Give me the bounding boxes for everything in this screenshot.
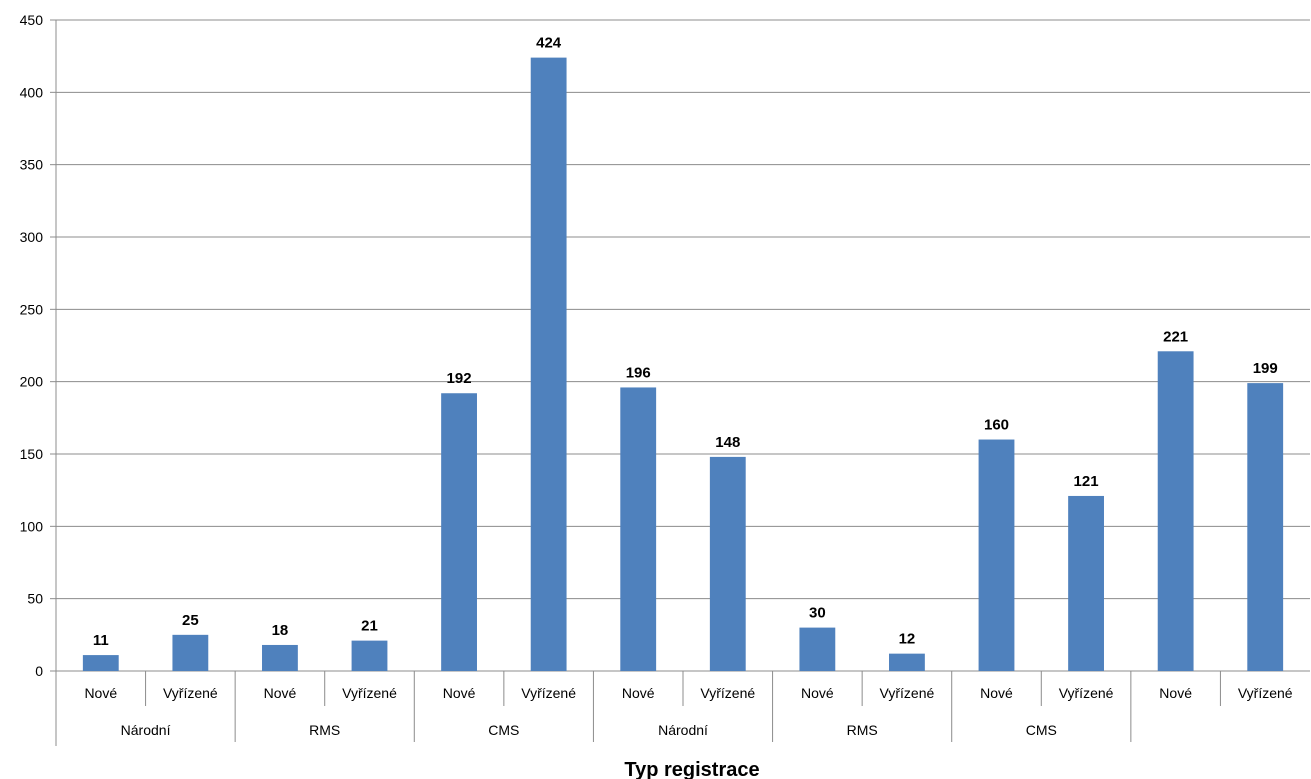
data-label: 121 [1074, 473, 1099, 490]
x-category-label: Vyřízené [880, 685, 935, 701]
data-label: 221 [1163, 328, 1188, 345]
bar [441, 393, 477, 671]
y-tick-label: 350 [20, 157, 44, 173]
x-category-label: Vyřízené [163, 685, 218, 701]
x-axis-title: Typ registrace [624, 759, 759, 779]
y-tick-label: 250 [20, 301, 44, 317]
value-labels: 11 25 18 21 192 424 196 148 30 12 160 121 221 199 [93, 35, 1278, 649]
bar [82, 655, 119, 671]
y-tick-label: 400 [20, 84, 44, 100]
bar [889, 653, 925, 671]
y-tick-label: 150 [20, 446, 44, 462]
data-label: 11 [93, 632, 109, 649]
x-group-label: CMS [488, 722, 519, 738]
bar [1157, 351, 1194, 671]
x-group-label: RMS [309, 722, 340, 738]
x-category-label: Vyřízené [521, 685, 576, 701]
x-category-label: Vyřízené [342, 685, 397, 701]
data-label: 196 [626, 364, 651, 381]
bar [1247, 383, 1284, 671]
bar [709, 456, 746, 671]
x-category-label: Nové [1159, 685, 1192, 701]
y-axis-ticks: 0 50 100 150 200 250 300 350 400 450 [20, 12, 56, 679]
x-group-label: Národní [121, 722, 171, 738]
x-axis-groups: Národní RMS CMS Národní RMS CMS [121, 706, 1132, 742]
bar [172, 634, 209, 671]
bar [799, 627, 836, 671]
x-category-label: Nové [801, 685, 834, 701]
data-label: 12 [899, 631, 916, 648]
y-tick-label: 100 [20, 518, 44, 534]
axes [55, 20, 1310, 746]
data-label: 25 [182, 612, 199, 629]
x-category-label: Vyřízené [700, 685, 755, 701]
y-tick-label: 300 [20, 229, 44, 245]
bar [530, 57, 567, 671]
x-category-label: Nové [622, 685, 655, 701]
x-category-label: Vyřízené [1059, 685, 1114, 701]
x-axis-categories: Nové Vyřízené Nové Vyřízené Nové Vyřízené Nové… [84, 671, 1293, 706]
gridlines [56, 19, 1310, 600]
x-category-label: Nové [84, 685, 117, 701]
bar [1068, 495, 1104, 671]
data-label: 160 [984, 417, 1009, 434]
x-category-label: Nové [443, 685, 476, 701]
y-tick-label: 450 [20, 12, 44, 28]
y-tick-label: 50 [27, 591, 43, 607]
bar [620, 387, 657, 671]
x-group-label: CMS [1026, 722, 1057, 738]
y-tick-label: 0 [35, 663, 43, 679]
y-tick-label: 200 [20, 374, 44, 390]
x-group-label: RMS [847, 722, 878, 738]
bar [351, 640, 388, 671]
x-category-label: Vyřízené [1238, 685, 1293, 701]
data-label: 21 [361, 618, 378, 635]
data-label: 424 [536, 35, 562, 52]
x-category-label: Nové [264, 685, 297, 701]
x-category-label: Nové [980, 685, 1013, 701]
bar [262, 644, 298, 671]
bars [82, 57, 1284, 671]
data-label: 30 [809, 605, 826, 622]
data-label: 18 [272, 622, 289, 639]
data-label: 148 [715, 434, 740, 451]
data-label: 192 [447, 370, 472, 387]
data-label: 199 [1253, 360, 1278, 377]
x-group-label: Národní [658, 722, 708, 738]
bar [978, 439, 1015, 671]
